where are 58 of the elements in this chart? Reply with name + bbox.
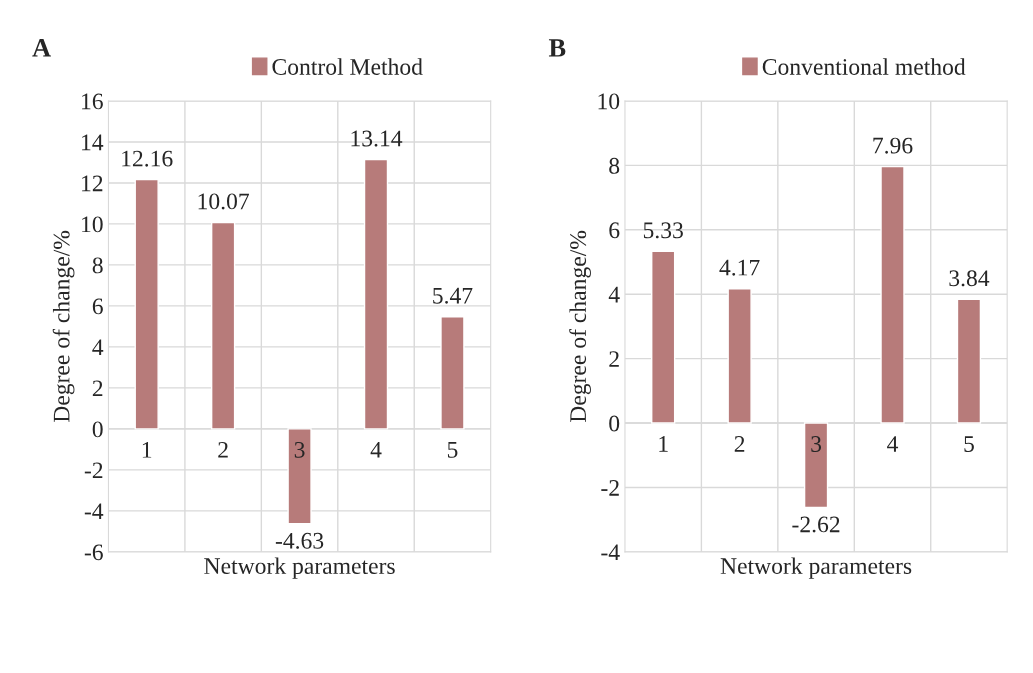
bar bbox=[727, 288, 752, 424]
data-label: 10.07 bbox=[198, 193, 250, 210]
data-label: -4.63 bbox=[275, 532, 324, 549]
legend-label: Conventional method bbox=[762, 58, 966, 75]
y-tick-label: -2 bbox=[601, 480, 619, 496]
bar bbox=[287, 428, 312, 525]
y-tick-label: 6 bbox=[609, 222, 620, 239]
y-tick-label: -2 bbox=[84, 462, 103, 479]
bar bbox=[363, 158, 389, 430]
y-tick-label: 10 bbox=[598, 93, 620, 110]
x-tick-label: 2 bbox=[734, 436, 745, 452]
bar bbox=[134, 178, 159, 430]
data-label: 4.17 bbox=[719, 259, 760, 276]
y-tick-label: 6 bbox=[92, 298, 103, 315]
y-tick-label: 12 bbox=[82, 175, 103, 192]
y-tick-label: 8 bbox=[609, 157, 620, 174]
y-tick-label: 4 bbox=[92, 339, 104, 356]
chart-title: B bbox=[548, 39, 566, 57]
x-tick-label: 4 bbox=[370, 442, 382, 458]
x-tick-label: 3 bbox=[294, 441, 305, 458]
data-label: 7.96 bbox=[873, 137, 913, 154]
y-tick-label: 0 bbox=[609, 415, 620, 432]
y-tick-label: -4 bbox=[601, 544, 620, 561]
y-tick-label: 2 bbox=[609, 351, 619, 367]
y-tick-label: 8 bbox=[92, 257, 103, 274]
x-axis-title: Network parameters bbox=[204, 557, 395, 579]
y-tick-label: 0 bbox=[92, 421, 103, 438]
x-tick-label: 5 bbox=[447, 442, 458, 458]
x-tick-label: 1 bbox=[659, 436, 668, 452]
data-label: 13.14 bbox=[351, 130, 403, 147]
x-axis-title: Network parameters bbox=[720, 557, 912, 579]
x-tick-label: 1 bbox=[142, 441, 152, 458]
y-tick-label: 2 bbox=[92, 380, 103, 397]
data-label: 5.33 bbox=[643, 222, 683, 239]
data-label: -2.62 bbox=[792, 516, 840, 533]
x-tick-label: 4 bbox=[887, 436, 899, 452]
x-tick-label: 3 bbox=[811, 436, 822, 452]
y-tick-label: -6 bbox=[84, 544, 103, 561]
y-tick-label: 14 bbox=[82, 134, 104, 151]
bar bbox=[956, 298, 982, 424]
bar bbox=[880, 165, 905, 424]
data-label: 12.16 bbox=[122, 150, 173, 167]
bar bbox=[651, 250, 676, 424]
bar bbox=[440, 316, 465, 430]
x-tick-label: 2 bbox=[218, 441, 228, 458]
y-tick-label: -4 bbox=[84, 503, 104, 520]
chart-title: A bbox=[32, 39, 51, 57]
y-axis-title: Degree of change/% bbox=[52, 230, 75, 423]
y-tick-label: 16 bbox=[82, 93, 103, 110]
y-axis-title: Degree of change/% bbox=[569, 230, 591, 423]
data-label: 3.84 bbox=[949, 270, 990, 287]
bar bbox=[210, 221, 236, 430]
y-tick-label: 4 bbox=[608, 286, 620, 303]
x-tick-label: 5 bbox=[964, 436, 974, 452]
data-label: 5.47 bbox=[433, 287, 473, 304]
legend-label: Control Method bbox=[272, 58, 423, 75]
y-tick-label: 10 bbox=[82, 216, 103, 233]
bar bbox=[803, 422, 829, 509]
